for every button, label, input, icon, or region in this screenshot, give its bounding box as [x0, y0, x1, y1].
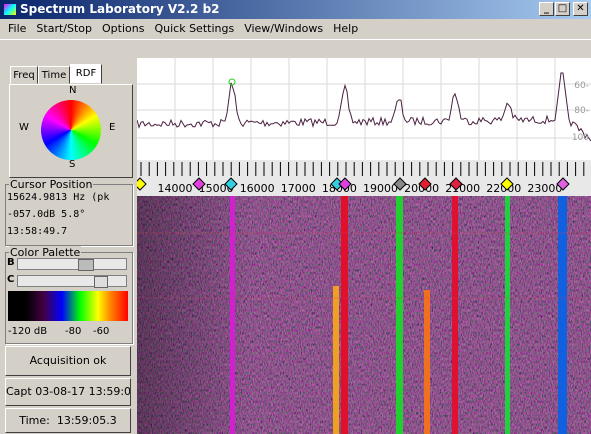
title-bar: Spectrum Laboratory V2.2 b2 _ □ ✕ [0, 0, 591, 19]
menu-item[interactable]: Help [333, 22, 358, 35]
palette-label: -60 [93, 326, 109, 337]
signal-line [333, 286, 339, 434]
minimize-button[interactable]: _ [539, 2, 554, 16]
slider-label: C [7, 274, 14, 285]
cursor-line: -057.0dB 5.8° [7, 209, 85, 220]
maximize-button[interactable]: □ [555, 2, 570, 16]
compass-wheel [41, 100, 101, 160]
close-button[interactable]: ✕ [573, 2, 588, 16]
level-label: 100 [572, 133, 589, 143]
time-button[interactable]: Time: 13:59:05.3 [5, 408, 131, 433]
menu-item[interactable]: Quick Settings [154, 22, 234, 35]
menu-bar: File Start/Stop Options Quick Settings View/… [3, 19, 363, 39]
cursor-line: 13:58:49.7 [7, 226, 67, 237]
menu-item[interactable]: Options [102, 22, 144, 35]
signal-line [341, 196, 348, 434]
signal-line [452, 196, 458, 434]
menu-item[interactable]: View/Windows [244, 22, 323, 35]
compass-label: N [69, 85, 76, 96]
window-title: Spectrum Laboratory V2.2 b2 [20, 0, 220, 19]
cursor-line: 15624.9813 Hz (pk [7, 192, 129, 203]
palette-gradient [8, 291, 128, 321]
slider[interactable] [17, 275, 127, 287]
signal-line [558, 196, 567, 434]
frequency-label: 19000 [363, 182, 398, 195]
tab-selected[interactable]: RDF [70, 64, 102, 84]
menu-item[interactable]: File [8, 22, 26, 35]
spectrum-plot [137, 58, 591, 160]
compass-label: E [109, 122, 115, 133]
frequency-label: 14000 [158, 182, 193, 195]
signal-line [230, 196, 235, 434]
tab[interactable]: Freq [10, 66, 38, 84]
palette-label: -80 [65, 326, 81, 337]
signal-line [396, 196, 403, 434]
app-icon [4, 4, 16, 15]
app-window: Spectrum Laboratory V2.2 b2 _ □ ✕ File St… [0, 0, 591, 434]
slider[interactable] [17, 258, 127, 270]
level-label: 80- [574, 106, 589, 116]
left-panel: Freq Time RDF N W E S Cursor Position 15… [3, 58, 135, 434]
status-button[interactable]: Acquisition ok [5, 346, 131, 376]
group-label: Cursor Position [9, 178, 93, 191]
level-label: 60- [574, 81, 589, 91]
signal-line [424, 290, 430, 434]
frequency-label: 17000 [281, 182, 316, 195]
compass-label: W [19, 122, 29, 133]
capture-button[interactable]: Capt 03-08-17 13:59:05 [5, 378, 131, 406]
waterfall-shade [137, 196, 591, 434]
separator [0, 39, 591, 40]
menu-item[interactable]: Start/Stop [36, 22, 92, 35]
frequency-label: 16000 [240, 182, 275, 195]
signal-line [505, 196, 510, 434]
tab[interactable]: Time [38, 66, 70, 84]
palette-label: -120 dB [8, 326, 47, 337]
slider-label: B [7, 257, 15, 268]
compass-label: S [69, 159, 75, 170]
